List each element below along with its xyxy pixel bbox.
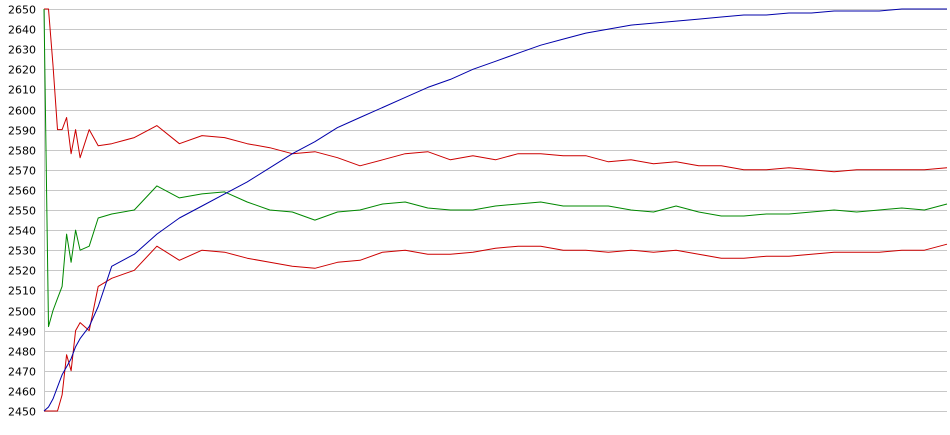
y-tick-label-2650: 2650 bbox=[8, 4, 36, 17]
y-tick-label-2630: 2630 bbox=[8, 44, 36, 57]
y-tick-label-2500: 2500 bbox=[8, 306, 36, 319]
series-lines bbox=[43, 8, 948, 412]
y-tick-label-2570: 2570 bbox=[8, 165, 36, 178]
y-tick-label-2510: 2510 bbox=[8, 285, 36, 298]
series-line-4 bbox=[43, 8, 947, 412]
y-tick-label-2540: 2540 bbox=[8, 225, 36, 238]
y-tick-label-2640: 2640 bbox=[8, 24, 36, 37]
y-tick-label-2520: 2520 bbox=[8, 265, 36, 278]
y-tick-label-2530: 2530 bbox=[8, 245, 36, 258]
gridlines bbox=[44, 9, 947, 412]
y-tick-label-2600: 2600 bbox=[8, 105, 36, 118]
y-tick-label-2580: 2580 bbox=[8, 145, 36, 158]
y-tick-label-2590: 2590 bbox=[8, 125, 36, 138]
y-tick-label-2460: 2460 bbox=[8, 386, 36, 399]
y-tick-label-2480: 2480 bbox=[8, 346, 36, 359]
series-line-2 bbox=[43, 8, 948, 328]
y-tick-label-2620: 2620 bbox=[8, 64, 36, 77]
y-tick-label-2450: 2450 bbox=[8, 406, 36, 419]
y-tick-label-2560: 2560 bbox=[8, 185, 36, 198]
y-tick-label-2490: 2490 bbox=[8, 326, 36, 339]
y-tick-label-2550: 2550 bbox=[8, 205, 36, 218]
series-line-1 bbox=[44, 8, 948, 173]
y-tick-label-2470: 2470 bbox=[8, 366, 36, 379]
y-tick-labels: 2450 2460 2470 2480 2490 2500 2510 2520 2530 2540… bbox=[8, 4, 36, 419]
series-line-3 bbox=[44, 243, 948, 412]
y-tick-label-2610: 2610 bbox=[8, 84, 36, 97]
